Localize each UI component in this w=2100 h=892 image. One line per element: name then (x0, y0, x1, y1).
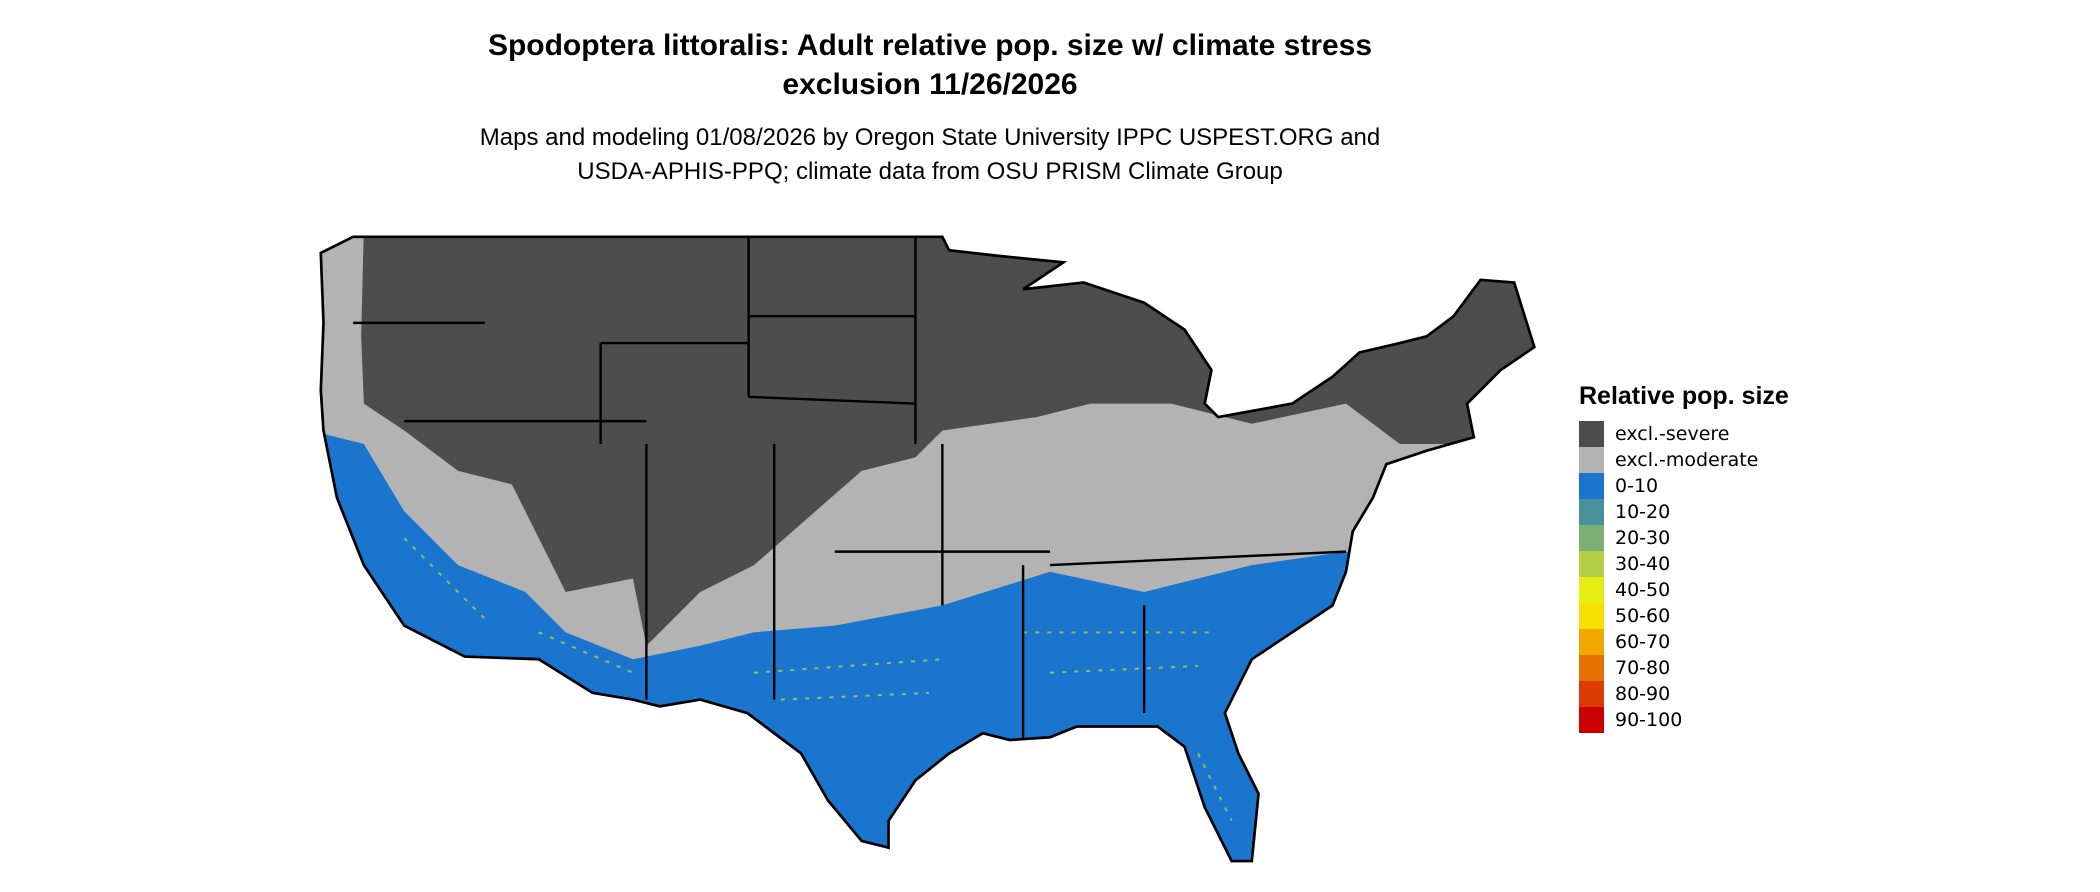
legend-item: 90-100 (1579, 707, 1789, 733)
legend-label: 50-60 (1615, 605, 1671, 627)
legend-item: 60-70 (1579, 629, 1789, 655)
legend-label: 90-100 (1615, 709, 1683, 731)
legend-label: 60-70 (1615, 631, 1671, 653)
legend-item: 0-10 (1579, 473, 1789, 499)
map-title-line-2: exclusion 11/26/2026 (782, 68, 1078, 101)
legend-swatch (1579, 707, 1604, 733)
legend-label: excl.-moderate (1615, 449, 1759, 471)
legend-swatch (1579, 603, 1604, 629)
legend-label: 0-10 (1615, 475, 1659, 497)
legend-swatch (1579, 421, 1604, 447)
legend-swatch (1579, 447, 1604, 473)
legend-item: 70-80 (1579, 655, 1789, 681)
legend-items: excl.-severe excl.-moderate 0-10 10-20 20-30… (1579, 421, 1789, 733)
low-pop-speckle-region (403, 537, 1233, 822)
legend-item: excl.-severe (1579, 421, 1789, 447)
legend-label: 40-50 (1615, 579, 1671, 601)
state-borders (353, 236, 1347, 740)
legend: Relative pop. size excl.-severe excl.-mod… (1579, 382, 1789, 733)
legend-swatch (1579, 551, 1604, 577)
legend-item: excl.-moderate (1579, 447, 1789, 473)
legend-label: 80-90 (1615, 683, 1671, 705)
legend-label: 20-30 (1615, 527, 1671, 549)
legend-label: 70-80 (1615, 657, 1671, 679)
legend-swatch (1579, 655, 1604, 681)
legend-item: 80-90 (1579, 681, 1789, 707)
legend-label: 10-20 (1615, 501, 1671, 523)
legend-swatch (1579, 577, 1604, 603)
legend-item: 10-20 (1579, 499, 1789, 525)
legend-title: Relative pop. size (1579, 382, 1789, 410)
legend-swatch (1579, 525, 1604, 551)
map-subtitle-line-1: Maps and modeling 01/08/2026 by Oregon S… (479, 124, 1381, 151)
legend-item: 40-50 (1579, 577, 1789, 603)
map-title-line-1: Spodoptera littoralis: Adult relative po… (487, 29, 1373, 62)
legend-item: 50-60 (1579, 603, 1789, 629)
legend-swatch (1579, 681, 1604, 707)
legend-label: excl.-severe (1615, 423, 1730, 445)
map-subtitle-line-2: USDA-APHIS-PPQ; climate data from OSU PR… (577, 158, 1283, 185)
legend-item: 30-40 (1579, 551, 1789, 577)
legend-swatch (1579, 473, 1604, 499)
legend-swatch (1579, 629, 1604, 655)
legend-swatch (1579, 499, 1604, 525)
us-outline (319, 235, 1536, 863)
legend-label: 30-40 (1615, 553, 1671, 575)
legend-item: 20-30 (1579, 525, 1789, 551)
